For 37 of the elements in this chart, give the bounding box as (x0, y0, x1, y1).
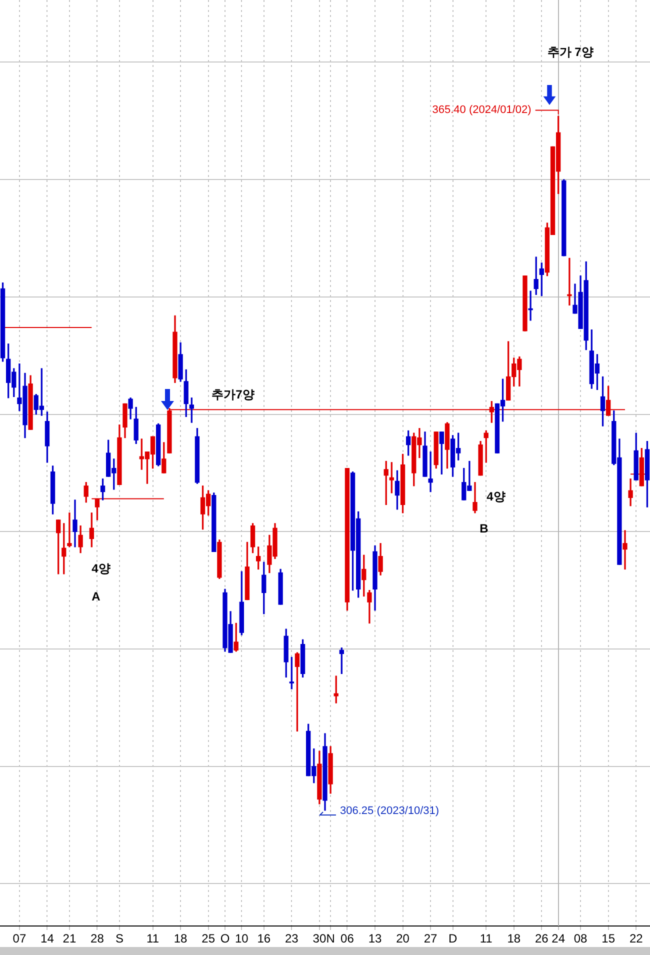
x-tick-label: 24 (552, 932, 566, 946)
x-tick-label: 15 (602, 932, 616, 946)
x-tick-label: 18 (507, 932, 521, 946)
x-tick-label: 06 (340, 932, 354, 946)
annotation: A (92, 589, 101, 604)
x-tick-label: 22 (629, 932, 644, 946)
x-tick-label: 30 (312, 932, 326, 946)
x-tick-label: 08 (574, 932, 588, 946)
x-tick-label: S (115, 932, 124, 946)
x-tick-label: 26 (534, 932, 549, 946)
x-tick-label: 11 (480, 932, 493, 946)
annotation: 추가7양 (212, 387, 254, 402)
annotation: 306.25 (2023/10/31) (340, 805, 440, 818)
annotation: B (480, 521, 489, 536)
annotation: 4양 (92, 561, 110, 576)
x-tick-label: 25 (202, 932, 216, 946)
x-tick-label: 27 (424, 932, 438, 946)
x-tick-label: 10 (234, 932, 249, 946)
candlestick (622, 530, 628, 570)
x-tick-label: D (448, 932, 458, 946)
x-tick-label: 21 (62, 932, 76, 946)
x-tick-label: O (220, 932, 230, 946)
x-tick-label: 13 (368, 932, 382, 946)
annotation: 4양 (486, 489, 506, 504)
x-tick-label: 07 (12, 932, 26, 946)
x-tick-label: 16 (257, 932, 271, 946)
annotation: 365.40 (2024/01/02) (432, 104, 532, 116)
candlestick (67, 512, 72, 548)
annotation: 추가 7양 (547, 45, 594, 60)
x-tick-label: 14 (40, 932, 54, 946)
x-tick-label: 28 (90, 932, 104, 946)
x-tick-label: 23 (284, 932, 299, 946)
x-tick-label: 11 (146, 932, 160, 946)
x-tick-label: 20 (396, 932, 410, 946)
x-tick-label: 18 (174, 932, 188, 946)
x-tick-label: N (326, 932, 335, 946)
candlestick (428, 452, 433, 492)
